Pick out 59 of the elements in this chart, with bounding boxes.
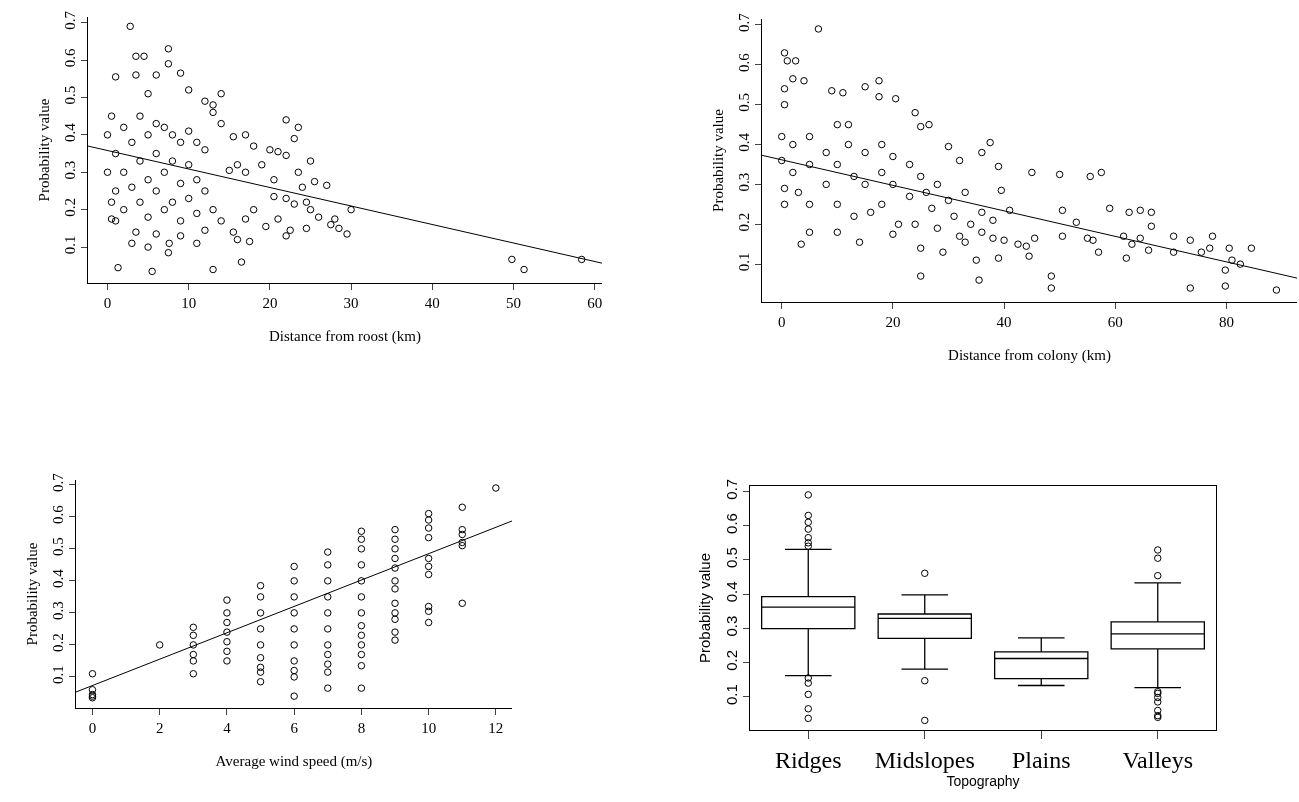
y-axis-title: Probability value — [696, 552, 714, 664]
x-tick-label: 50 — [505, 295, 521, 311]
y-tick-label: 0.2 — [736, 212, 752, 232]
y-axis-title: Probability value — [24, 542, 41, 646]
x-tick-label: 30 — [343, 295, 359, 311]
y-tick-label: 0.3 — [62, 160, 78, 180]
y-tick-label: 0.4 — [50, 568, 66, 588]
y-tick-label: 0.1 — [62, 235, 78, 255]
y-tick-label: 0.6 — [736, 52, 752, 72]
x-tick-label: 2 — [155, 720, 164, 736]
y-tick-label: 0.1 — [736, 252, 752, 272]
y-tick-label: 0.7 — [723, 478, 740, 500]
y-tick-label: 0.6 — [62, 47, 78, 68]
y-tick-label: 0.3 — [736, 172, 752, 192]
x-axis-title: Topography — [946, 772, 1020, 789]
x-tick-label: Plains — [1011, 746, 1071, 773]
x-tick-label: 60 — [587, 295, 603, 311]
y-tick-label: 0.1 — [723, 684, 740, 705]
x-tick-label: 10 — [421, 720, 437, 736]
y-tick-label: 0.6 — [50, 504, 66, 524]
y-tick-label: 0.2 — [62, 198, 78, 217]
y-tick-label: 0.3 — [723, 615, 740, 637]
y-tick-label: 0.2 — [723, 649, 740, 671]
y-tick-label: 0.1 — [50, 665, 66, 685]
y-tick-label: 0.4 — [62, 122, 78, 142]
x-tick-label: 6 — [290, 720, 299, 736]
y-tick-label: 0.4 — [723, 581, 740, 603]
y-tick-label: 0.7 — [736, 12, 752, 33]
x-tick-label: 40 — [424, 295, 440, 311]
x-axis-title: Average wind speed (m/s) — [215, 753, 373, 770]
x-tick-label: 0 — [88, 720, 97, 736]
x-tick-label: 0 — [103, 295, 112, 311]
x-axis-title: Distance from colony (km) — [948, 347, 1111, 364]
x-tick-label: 8 — [357, 720, 366, 736]
y-tick-label: 0.5 — [62, 85, 78, 105]
y-tick-label: 0.3 — [50, 601, 66, 621]
x-tick-label: 20 — [262, 295, 278, 311]
x-tick-label: 40 — [996, 314, 1012, 330]
x-tick-label: 0 — [777, 314, 786, 330]
y-tick-label: 0.7 — [62, 10, 78, 30]
x-tick-label: 80 — [1218, 314, 1234, 330]
x-tick-label: 60 — [1107, 314, 1123, 330]
y-tick-label: 0.5 — [50, 537, 66, 556]
x-tick-label: 20 — [885, 314, 901, 330]
y-tick-label: 0.5 — [736, 93, 752, 112]
x-tick-label: Ridges — [774, 746, 842, 773]
y-tick-label: 0.7 — [50, 472, 66, 492]
x-tick-label: 4 — [223, 720, 232, 736]
y-tick-label: 0.6 — [723, 513, 740, 534]
x-tick-label: Valleys — [1122, 746, 1194, 773]
x-axis-title: Distance from roost (km) — [268, 328, 422, 345]
y-tick-label: 0.4 — [736, 132, 752, 152]
x-tick-label: 12 — [488, 720, 504, 736]
y-axis-title: Probability value — [36, 98, 53, 202]
x-tick-label: Midslopes — [874, 746, 975, 773]
y-tick-label: 0.5 — [723, 547, 740, 569]
y-axis-title: Probability value — [710, 108, 727, 212]
x-tick-label: 10 — [181, 295, 197, 311]
y-tick-label: 0.2 — [50, 633, 66, 653]
